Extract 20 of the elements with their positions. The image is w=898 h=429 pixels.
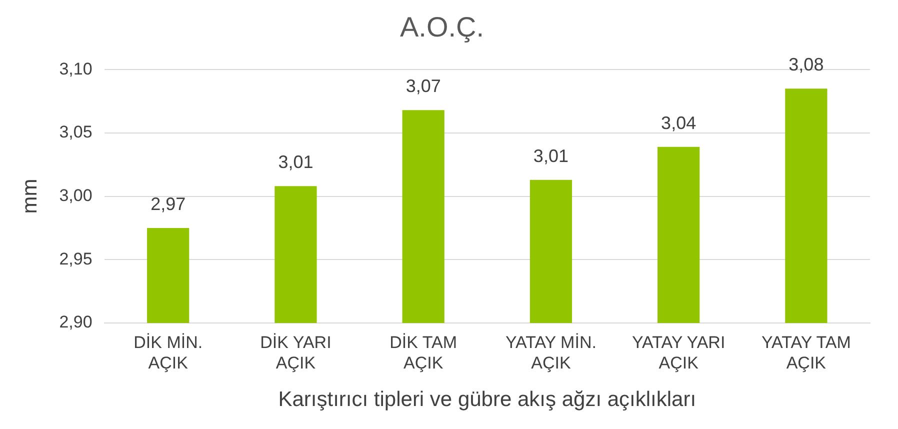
data-label: 3,01 [278,152,314,172]
x-tick-label: YATAY MİN. AÇIK [505,332,596,372]
y-tick-label: 2,95 [59,249,92,268]
y-tick-label: 3,00 [59,186,92,205]
y-tick-label: 2,90 [59,312,92,332]
x-tick-label: YATAY TAM AÇIK [761,332,851,372]
x-tick-label: DİK YARI AÇIK [260,332,332,372]
data-label: 3,04 [661,112,696,133]
x-tick-label: DİK MİN. AÇIK [134,332,203,372]
y-axis-title: mm [18,178,42,214]
y-tick-label: 3,05 [59,122,92,142]
data-label: 2,97 [150,194,186,214]
x-axis-title: Karıştırıcı tipleri ve gübre akış ağzı açıklıkları [278,388,696,412]
data-label: 3,08 [788,54,824,75]
data-label: 3,07 [406,76,441,96]
chart-title: A.O.Ç. [400,12,484,43]
y-tick-label: 3,10 [59,59,92,78]
x-tick-label: DİK TAM AÇIK [390,332,458,372]
data-label: 3,01 [533,146,568,166]
x-tick-label: YATAY YARI AÇIK [632,332,726,372]
